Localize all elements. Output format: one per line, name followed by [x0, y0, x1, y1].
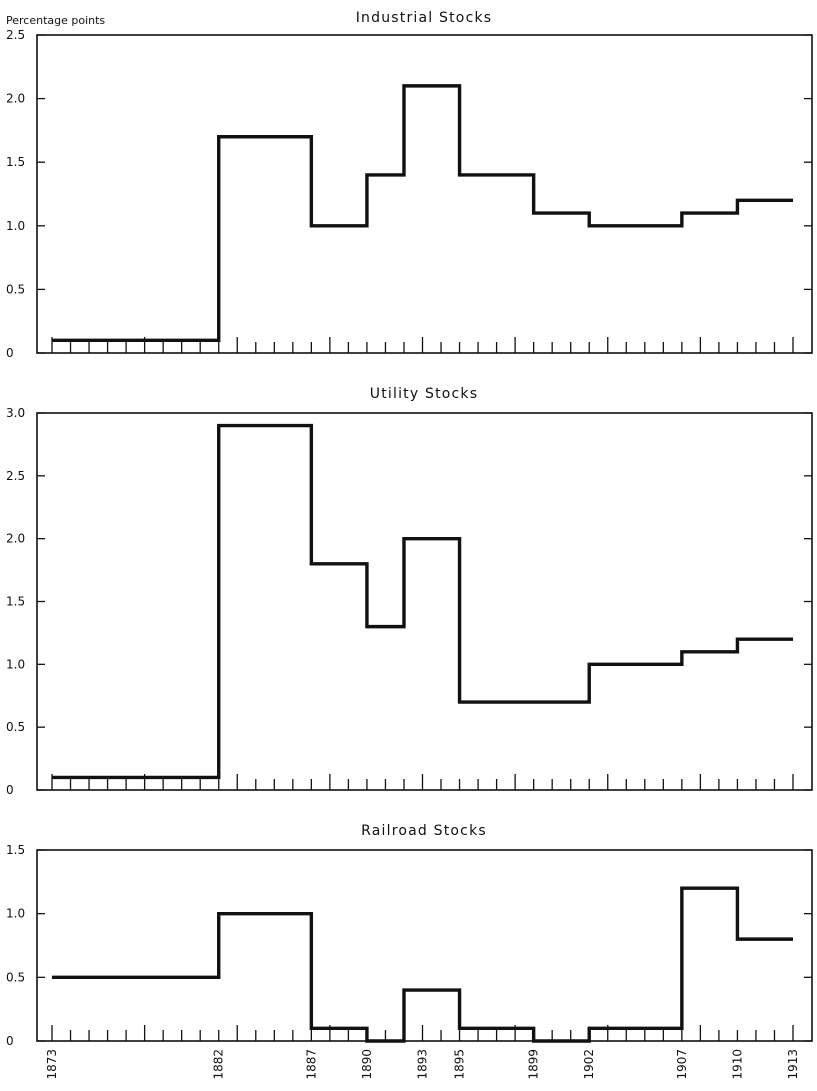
y-tick-label: 0	[6, 783, 14, 797]
x-tick-label: 1873	[45, 1049, 59, 1080]
x-tick-label: 1895	[453, 1049, 467, 1080]
panel-utility-stocks: Utility Stocks 0 0.5 1.0 1.5 2.0 2.5 3.0	[6, 386, 813, 797]
y-axis: 0 0.5 1.0 1.5 2.0 2.5 3.0	[6, 406, 812, 797]
x-axis-ticks	[51, 337, 794, 353]
panel-title: Industrial Stocks	[356, 10, 493, 26]
y-tick-label: 3.0	[6, 406, 25, 420]
plot-frame	[36, 412, 813, 791]
y-tick-label: 1.0	[6, 907, 25, 921]
x-tick-label: 1902	[582, 1049, 596, 1080]
x-tick-label: 1910	[730, 1049, 744, 1080]
plot-frame	[36, 34, 813, 354]
step-line	[52, 886, 793, 1043]
y-tick-label: 0	[6, 1034, 14, 1048]
y-axis: 0 0.5 1.0 1.5	[6, 843, 812, 1048]
x-tick-label: 1907	[675, 1049, 689, 1080]
x-tick-label: 1913	[786, 1049, 800, 1080]
x-tick-label: 1893	[416, 1049, 430, 1080]
x-axis-ticks	[51, 774, 794, 790]
y-tick-label: 1.5	[6, 843, 25, 857]
y-tick-label: 0.5	[6, 282, 25, 296]
y-axis-label: Percentage points	[6, 14, 105, 27]
x-tick-label: 1882	[212, 1049, 226, 1080]
x-tick-label: 1899	[527, 1049, 541, 1080]
y-tick-label: 2.5	[6, 469, 25, 483]
y-tick-label: 2.0	[6, 532, 25, 546]
y-tick-label: 1.5	[6, 595, 25, 609]
panel-title: Utility Stocks	[370, 386, 478, 402]
panel-industrial-stocks: Industrial Stocks Percentage points 0 0.5…	[6, 10, 813, 360]
x-tick-label: 1890	[360, 1049, 374, 1080]
step-line	[52, 84, 793, 342]
y-tick-label: 1.0	[6, 219, 25, 233]
y-tick-label: 0	[6, 346, 14, 360]
y-tick-label: 1.5	[6, 155, 25, 169]
plot-frame	[36, 849, 813, 1042]
y-tick-label: 1.0	[6, 657, 25, 671]
x-tick-label: 1887	[304, 1049, 318, 1080]
x-axis-labels: 1873 1882 1887 1890 1893 1895 1899 1902 1907 1910…	[45, 1049, 800, 1080]
y-axis: 0 0.5 1.0 1.5 2.0 2.5	[6, 28, 812, 360]
y-tick-label: 0.5	[6, 720, 25, 734]
y-tick-label: 0.5	[6, 970, 25, 984]
panel-railroad-stocks: Railroad Stocks 00.51.01.5 1873 1882 1887 1…	[6, 823, 813, 1080]
panel-title: Railroad Stocks	[361, 823, 487, 839]
step-line	[52, 423, 793, 780]
y-tick-label: 2.5	[6, 28, 25, 42]
y-tick-label: 2.0	[6, 92, 25, 106]
